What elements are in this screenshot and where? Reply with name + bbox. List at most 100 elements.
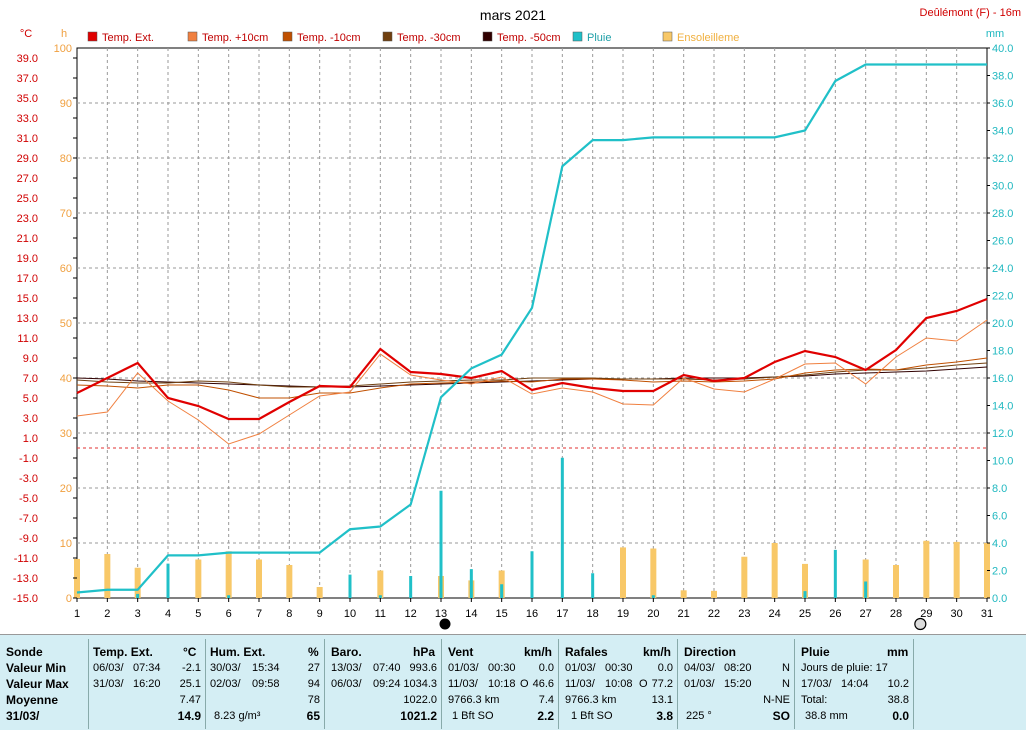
rain-bar bbox=[409, 576, 413, 598]
pluie-title: Pluie bbox=[801, 645, 830, 659]
vent-distance: 9766.3 km bbox=[448, 694, 500, 706]
sunshine-bar bbox=[923, 540, 930, 598]
legend-swatch bbox=[282, 31, 293, 42]
pluie-today: 0.0 bbox=[892, 709, 909, 723]
row-label-max: Valeur Max bbox=[6, 677, 69, 691]
hours-tick-label: 30 bbox=[60, 428, 72, 440]
temp-max-date: 31/03/ bbox=[93, 678, 124, 690]
sunshine-bar bbox=[771, 543, 778, 598]
rain-bar bbox=[651, 595, 655, 598]
temp-tick-label: 33.0 bbox=[17, 113, 38, 125]
baro-unit: hPa bbox=[413, 645, 436, 659]
x-tick-label: 27 bbox=[860, 608, 872, 620]
temp-today: 14.9 bbox=[177, 709, 201, 723]
x-tick-label: 25 bbox=[799, 608, 811, 620]
temp-tick-label: 31.0 bbox=[17, 133, 38, 145]
sunshine-bar bbox=[802, 563, 808, 598]
vent-min-value: 0.0 bbox=[538, 662, 554, 674]
col-baro: Baro. hPa 13/03/ 07:40 993.6 06/03/ 09:2… bbox=[325, 639, 442, 729]
rafales-unit: km/h bbox=[643, 645, 672, 659]
hum-max-time: 09:58 bbox=[252, 678, 280, 690]
stats-panel: Sonde Valeur Min Valeur Max Moyenne 31/0… bbox=[0, 634, 1026, 730]
rain-bar bbox=[166, 563, 170, 598]
chart-lines bbox=[76, 63, 988, 594]
direction-min-time: 08:20 bbox=[724, 662, 752, 674]
temp-tick-label: 35.0 bbox=[17, 93, 38, 105]
chart-title: mars 2021 bbox=[480, 7, 546, 23]
x-tick-label: 22 bbox=[708, 608, 720, 620]
rafales-today: 3.8 bbox=[656, 709, 673, 723]
x-tick-label: 12 bbox=[405, 608, 417, 620]
rain-bar bbox=[560, 457, 564, 598]
rain-bar bbox=[803, 591, 807, 598]
rafales-beaufort: 1 Bft SO bbox=[571, 710, 613, 722]
x-tick-label: 6 bbox=[226, 608, 232, 620]
hum-min-time: 15:34 bbox=[252, 662, 280, 674]
rafales-max-time: 10:08 bbox=[605, 678, 633, 690]
x-tick-label: 5 bbox=[195, 608, 201, 620]
hum-absolute: 8.23 g/m³ bbox=[214, 710, 261, 722]
series-line bbox=[76, 319, 988, 445]
rafales-min-value: 0.0 bbox=[657, 662, 673, 674]
rain-axis-unit: mm bbox=[986, 28, 1004, 40]
row-label-avg: Moyenne bbox=[6, 693, 59, 707]
x-tick-label: 14 bbox=[465, 608, 477, 620]
vent-avg: 7.4 bbox=[538, 694, 554, 706]
hum-unit: % bbox=[308, 645, 319, 659]
sunshine-bar bbox=[134, 567, 141, 598]
vent-today: 2.2 bbox=[537, 709, 554, 723]
rafales-max-value: 77.2 bbox=[651, 678, 673, 690]
vent-max-date: 11/03/ bbox=[448, 678, 478, 690]
x-tick-label: 8 bbox=[286, 608, 292, 620]
rain-bar bbox=[378, 595, 382, 598]
rain-bar bbox=[591, 573, 595, 598]
rain-tick-label: 0.0 bbox=[992, 593, 1007, 605]
x-tick-label: 4 bbox=[165, 608, 171, 620]
legend-label: Temp. -30cm bbox=[397, 32, 461, 44]
temp-max-time: 16:20 bbox=[133, 678, 161, 690]
baro-max-date: 06/03/ bbox=[331, 678, 362, 690]
temp-tick-label: 25.0 bbox=[17, 193, 38, 205]
hours-tick-label: 100 bbox=[54, 43, 72, 55]
col-pluie: Pluie mm Jours de pluie: 17 17/03/ 14:04… bbox=[795, 639, 914, 729]
chart-grid bbox=[76, 47, 988, 599]
temp-tick-label: 39.0 bbox=[17, 53, 38, 65]
hum-today: 65 bbox=[306, 709, 320, 723]
legend-swatch bbox=[87, 31, 98, 42]
direction-max-date: 01/03/ bbox=[684, 678, 715, 690]
sunshine-bar bbox=[195, 559, 202, 598]
temp-tick-label: -1.0 bbox=[19, 453, 38, 465]
rain-bar bbox=[833, 549, 837, 598]
x-tick-label: 19 bbox=[617, 608, 629, 620]
rafales-min-date: 01/03/ bbox=[565, 662, 596, 674]
temp-unit: °C bbox=[183, 645, 197, 659]
direction-degrees: 225 ° bbox=[686, 710, 712, 722]
rain-tick-label: 18.0 bbox=[992, 346, 1013, 358]
legend-label: Pluie bbox=[587, 32, 611, 44]
sunshine-bar bbox=[741, 556, 748, 598]
rafales-title: Rafales bbox=[565, 645, 608, 659]
hours-tick-label: 70 bbox=[60, 208, 72, 220]
rain-tick-label: 38.0 bbox=[992, 71, 1013, 83]
direction-avg: N-NE bbox=[763, 694, 790, 706]
temp-tick-label: -9.0 bbox=[19, 533, 38, 545]
rain-bar bbox=[500, 584, 504, 598]
pluie-total-label: Total: bbox=[801, 694, 828, 706]
col-direction: Direction 04/03/ 08:20 N 01/03/ 15:20 N … bbox=[678, 639, 795, 729]
vent-max-value: 46.6 bbox=[532, 678, 554, 690]
sunshine-bar bbox=[377, 570, 384, 598]
temp-tick-label: 11.0 bbox=[17, 333, 38, 345]
x-tick-label: 17 bbox=[556, 608, 568, 620]
x-tick-label: 29 bbox=[920, 608, 932, 620]
rafales-min-time: 00:30 bbox=[605, 662, 633, 674]
temp-min-date: 06/03/ bbox=[93, 662, 124, 674]
x-tick-label: 1 bbox=[74, 608, 80, 620]
rain-bar bbox=[136, 593, 140, 598]
col-hum: Hum. Ext. % 30/03/ 15:34 27 02/03/ 09:58… bbox=[206, 639, 325, 729]
rafales-avg: 13.1 bbox=[651, 694, 673, 706]
temp-tick-label: 5.0 bbox=[23, 393, 38, 405]
rain-tick-label: 12.0 bbox=[992, 428, 1013, 440]
temp-avg: 7.47 bbox=[179, 694, 201, 706]
temp-tick-label: 15.0 bbox=[17, 293, 38, 305]
vent-min-date: 01/03/ bbox=[448, 662, 479, 674]
